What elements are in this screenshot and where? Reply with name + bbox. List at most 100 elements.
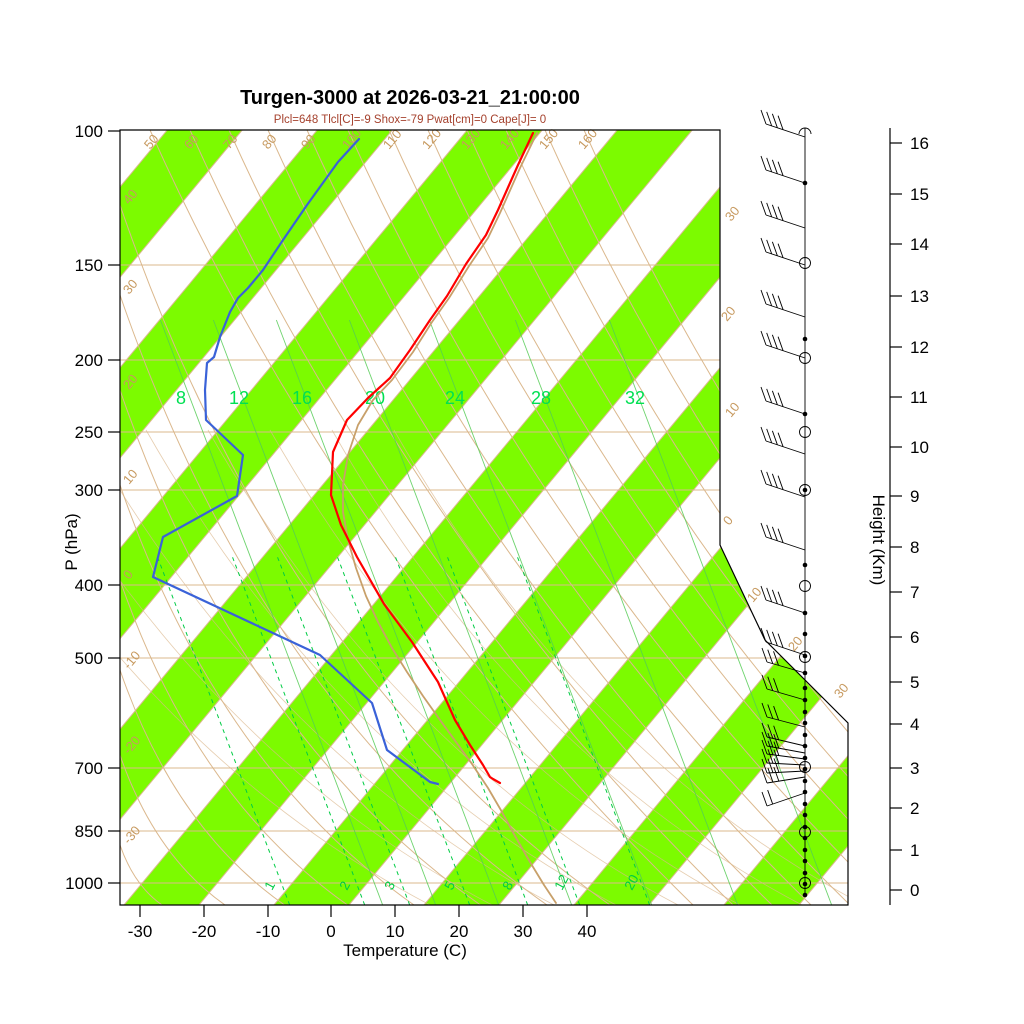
level-dot [802,336,808,342]
temperature-curve [329,131,535,785]
mixing-ratio-bottom-label: 1 [261,879,278,893]
wind-barb [760,200,806,229]
level-dot [802,812,808,818]
level-dot [802,720,808,726]
level-dot [802,697,808,703]
dry-adiabat-line [120,389,481,905]
isotherm-line [874,130,1024,905]
level-dot [802,610,808,616]
wind-barb [760,237,806,266]
temperature-tick-label: -20 [192,922,217,941]
staff-top-arc [798,127,812,135]
isotherm-stripe [120,130,543,905]
isotherm-stripe [574,130,848,905]
pressure-tick-label: 100 [75,122,103,141]
height-tick-label: 12 [910,338,929,357]
moist-adiabat-line [120,429,555,905]
wind-barb [760,386,806,415]
wind-barb [761,702,806,728]
temperature-tick-label: -30 [128,922,153,941]
wind-barb [760,426,806,455]
mixing-ratio-value-label: 12 [229,388,249,408]
mixing-ratio-dashed-line [446,554,581,905]
wind-barb [761,766,806,784]
moist-adiabat-line [120,429,431,905]
mixing-ratio-line [212,319,437,905]
dry-adiabat-line [120,669,285,905]
mixing-ratio-value-label: 24 [445,388,465,408]
isotherm-stripe [874,130,1024,905]
temperature-tick-label: 20 [450,922,469,941]
dry-adiabat-label: 10 [120,466,141,487]
level-dot [802,824,808,830]
significant-level-circle [799,426,811,438]
plot-border [119,129,849,906]
significant-level-circle [799,580,811,592]
height-tick-label: 9 [910,487,919,506]
height-tick-label: 10 [910,438,929,457]
isotherm-line [648,130,848,905]
level-dot [802,755,808,761]
significant-level-circle [799,484,811,496]
mixing-ratio-line [275,319,500,905]
level-dot [802,881,808,887]
level-dot [802,631,808,637]
isotherm-line [120,130,543,905]
isotherm-stripe [124,130,843,905]
level-dot [802,562,808,568]
height-tick-label: 6 [910,628,919,647]
wind-barb [761,647,806,674]
mixing-ratio-value-label: 32 [625,388,645,408]
dry-adiabat-label: -30 [120,823,144,847]
height-tick-label: 8 [910,538,919,557]
pressure-tick-label: 1000 [65,874,103,893]
dry-adiabat-line [228,130,773,905]
parcel-curve [342,132,557,904]
wind-barb [760,330,806,359]
mixing-ratio-value-label: 8 [176,388,186,408]
height-tick-label: 7 [910,583,919,602]
height-tick-label: 0 [910,881,919,900]
pressure-tick-label: 300 [75,481,103,500]
level-dot [802,709,808,715]
dry-adiabat-line [120,579,348,905]
level-dot [802,411,808,417]
level-dot [802,892,808,898]
mixing-ratio-line [608,319,833,905]
isotherm-line [573,130,848,905]
level-dot [802,766,808,772]
isotherm-line [120,130,618,905]
isotherm-stripe [120,130,693,905]
dry-adiabat-line [427,130,848,905]
level-dot [802,789,808,795]
temperature-tick-label: 10 [386,922,405,941]
level-dot [802,743,808,749]
wind-barb [761,739,806,760]
pressure-tick-label: 850 [75,822,103,841]
significant-level-circle [799,352,811,364]
pressure-tick-label: 400 [75,576,103,595]
wind-barb [760,109,806,138]
pressure-tick-label: 250 [75,423,103,442]
isotherm-line [120,130,318,905]
pressure-tick-label: 150 [75,256,103,275]
isotherm-line [348,130,848,905]
dry-adiabat-line [306,130,848,905]
height-tick-label: 16 [910,134,929,153]
height-tick-label: 1 [910,841,919,860]
height-tick-label: 2 [910,799,919,818]
level-dot [802,685,808,691]
height-tick-label: 4 [910,715,919,734]
wind-barb [761,748,806,766]
height-tick-label: 14 [910,235,929,254]
isotherm-line [120,130,468,905]
moist-adiabat-line [393,429,848,905]
isotherm-label: 30 [831,680,852,701]
level-dot [802,778,808,784]
dry-adiabat-line [149,130,694,905]
isotherm-label: 20 [718,303,739,324]
wind-barb [761,789,806,807]
isotherm-label: 10 [722,399,743,420]
mixing-ratio-dashed-line [156,554,291,905]
